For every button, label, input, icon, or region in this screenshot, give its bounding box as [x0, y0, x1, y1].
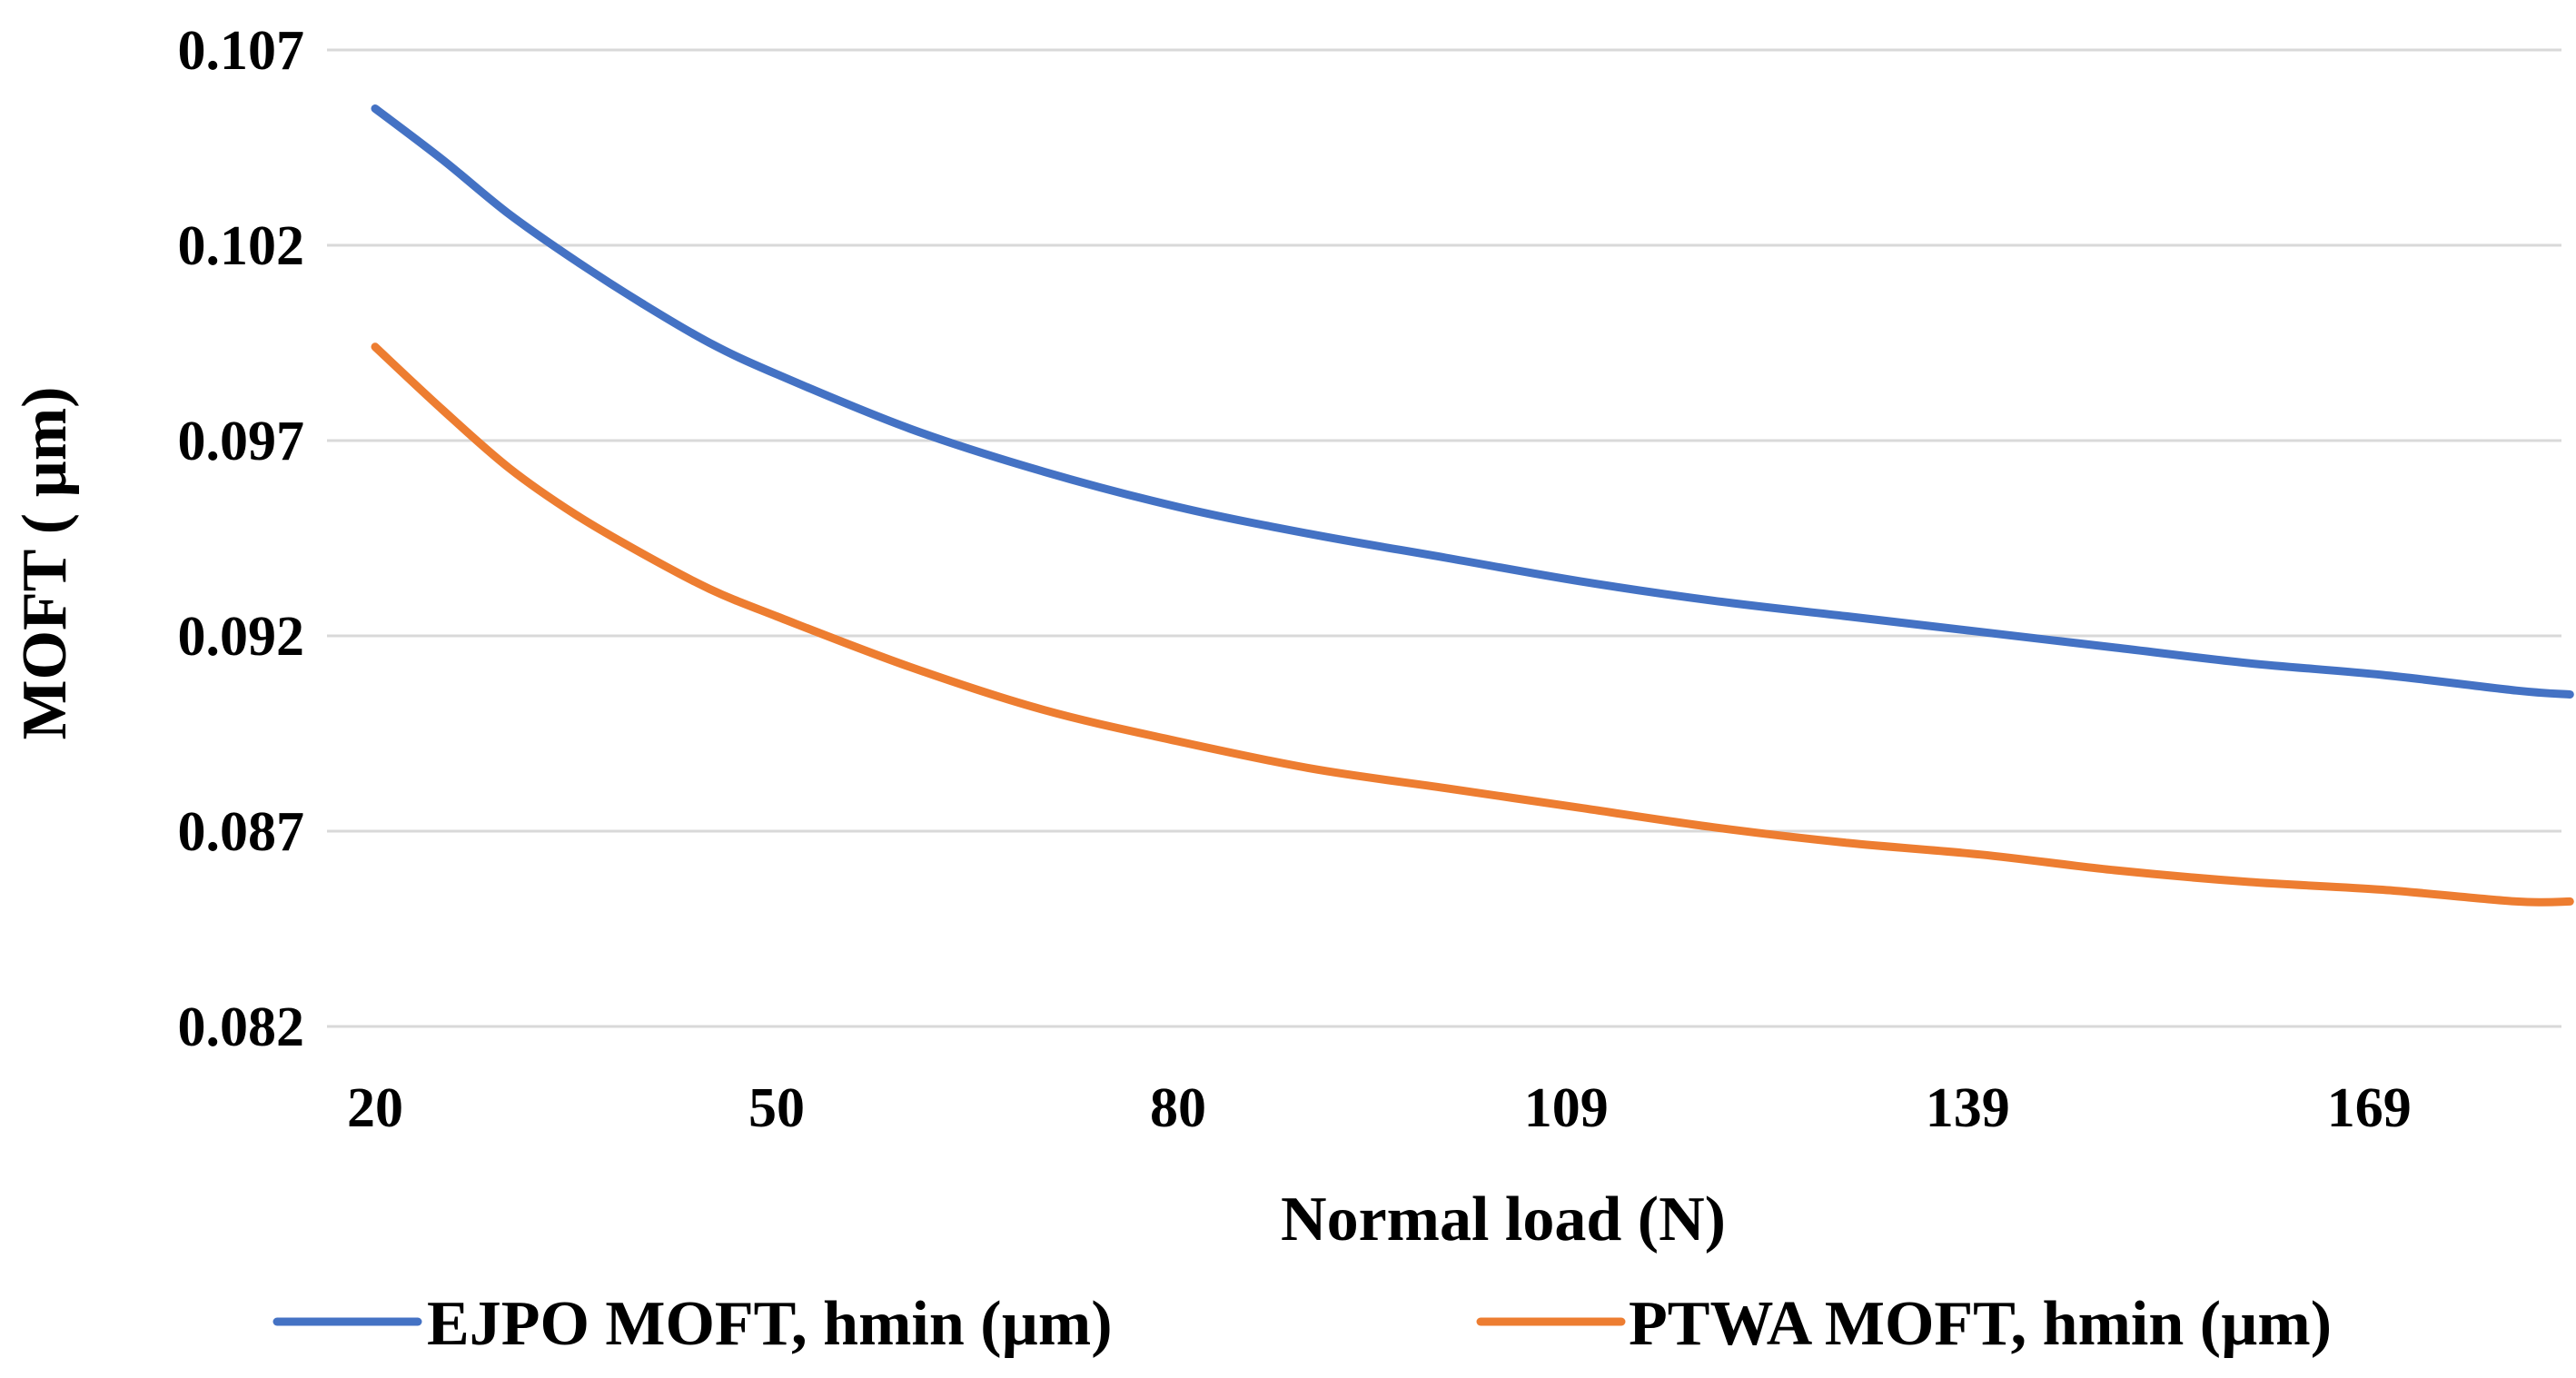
series-line-ejpo — [371, 104, 2574, 699]
x-tick-label: 169 — [2327, 1077, 2412, 1139]
y-tick-label: 0.107 — [178, 20, 305, 82]
x-axis-ticks: 20 50 80 109 139 169 — [347, 1077, 2412, 1139]
y-tick-label: 0.087 — [178, 801, 305, 863]
series-lines — [371, 104, 2574, 907]
y-axis-ticks: 0.107 0.102 0.097 0.092 0.087 0.082 — [178, 20, 305, 1058]
series-line-ptwa — [371, 342, 2574, 907]
x-tick-label: 20 — [347, 1077, 403, 1139]
legend-label-ptwa: PTWA MOFT, hmin (µm) — [1629, 1289, 2332, 1359]
legend-label-ejpo: EJPO MOFT, hmin (µm) — [427, 1289, 1113, 1359]
y-tick-label: 0.097 — [178, 411, 305, 472]
x-tick-label: 139 — [1926, 1077, 2010, 1139]
x-tick-label: 109 — [1524, 1077, 1609, 1139]
y-tick-label: 0.102 — [178, 215, 305, 277]
x-axis-title: Normal load (N) — [1281, 1185, 1726, 1254]
y-axis-title: MOFT ( µm) — [10, 387, 80, 740]
gridlines — [327, 48, 2561, 1028]
x-tick-label: 50 — [748, 1077, 805, 1139]
legend: EJPO MOFT, hmin (µm) PTWA MOFT, hmin (µm… — [272, 1289, 2332, 1359]
x-tick-label: 80 — [1150, 1077, 1206, 1139]
y-tick-label: 0.092 — [178, 606, 305, 668]
y-tick-label: 0.082 — [178, 996, 305, 1058]
